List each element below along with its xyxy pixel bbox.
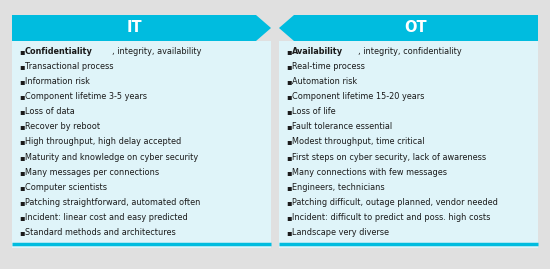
Text: Transactional process: Transactional process <box>25 62 113 71</box>
Text: ▪: ▪ <box>19 183 25 192</box>
Text: Incident: difficult to predict and poss. high costs: Incident: difficult to predict and poss.… <box>292 213 491 222</box>
Text: ▪: ▪ <box>286 137 292 147</box>
Text: ▪: ▪ <box>19 122 25 132</box>
Text: ▪: ▪ <box>19 92 25 101</box>
Text: Component lifetime 3-5 years: Component lifetime 3-5 years <box>25 92 147 101</box>
Text: ▪: ▪ <box>19 213 25 222</box>
Text: Patching difficult, outage planned, vendor needed: Patching difficult, outage planned, vend… <box>292 198 498 207</box>
Text: ▪: ▪ <box>19 153 25 162</box>
Text: Modest throughput, time critical: Modest throughput, time critical <box>292 137 425 147</box>
Polygon shape <box>12 15 271 41</box>
Text: Incident: linear cost and easy predicted: Incident: linear cost and easy predicted <box>25 213 188 222</box>
Text: ▪: ▪ <box>286 198 292 207</box>
Text: Computer scientists: Computer scientists <box>25 183 107 192</box>
Text: Loss of life: Loss of life <box>292 107 336 116</box>
Text: ▪: ▪ <box>286 153 292 162</box>
Text: High throughput, high delay accepted: High throughput, high delay accepted <box>25 137 182 147</box>
Text: Information risk: Information risk <box>25 77 90 86</box>
Text: Maturity and knowledge on cyber security: Maturity and knowledge on cyber security <box>25 153 198 162</box>
Text: Component lifetime 15-20 years: Component lifetime 15-20 years <box>292 92 425 101</box>
Text: Fault tolerance essential: Fault tolerance essential <box>292 122 392 132</box>
Text: Engineers, technicians: Engineers, technicians <box>292 183 384 192</box>
Text: Standard methods and architectures: Standard methods and architectures <box>25 228 176 237</box>
Text: ▪: ▪ <box>286 228 292 237</box>
Text: ▪: ▪ <box>19 168 25 177</box>
Text: OT: OT <box>405 20 427 36</box>
Text: ▪: ▪ <box>19 107 25 116</box>
Text: ▪: ▪ <box>286 122 292 132</box>
Text: ▪: ▪ <box>19 228 25 237</box>
Text: ▪: ▪ <box>286 47 292 56</box>
Text: First steps on cyber security, lack of awareness: First steps on cyber security, lack of a… <box>292 153 486 162</box>
Text: Confidentiality: Confidentiality <box>25 47 93 56</box>
Text: ▪: ▪ <box>286 213 292 222</box>
Text: , integrity, availability: , integrity, availability <box>112 47 202 56</box>
Text: ▪: ▪ <box>19 137 25 147</box>
Text: Availability: Availability <box>292 47 343 56</box>
Bar <box>279 41 538 248</box>
Polygon shape <box>279 15 538 41</box>
Text: Many messages per connections: Many messages per connections <box>25 168 159 177</box>
Text: ▪: ▪ <box>19 77 25 86</box>
Text: , integrity, confidentiality: , integrity, confidentiality <box>358 47 461 56</box>
Text: Loss of data: Loss of data <box>25 107 75 116</box>
Text: Patching straightforward, automated often: Patching straightforward, automated ofte… <box>25 198 200 207</box>
Text: Real-time process: Real-time process <box>292 62 365 71</box>
Text: ▪: ▪ <box>19 62 25 71</box>
Text: ▪: ▪ <box>286 183 292 192</box>
Bar <box>12 41 271 248</box>
Text: ▪: ▪ <box>286 77 292 86</box>
Text: ▪: ▪ <box>19 47 25 56</box>
Text: Recover by reboot: Recover by reboot <box>25 122 100 132</box>
Text: Many connections with few messages: Many connections with few messages <box>292 168 447 177</box>
Text: Landscape very diverse: Landscape very diverse <box>292 228 389 237</box>
Text: Automation risk: Automation risk <box>292 77 357 86</box>
Text: ▪: ▪ <box>286 92 292 101</box>
Text: IT: IT <box>126 20 142 36</box>
Text: ▪: ▪ <box>19 198 25 207</box>
Text: ▪: ▪ <box>286 62 292 71</box>
Text: ▪: ▪ <box>286 107 292 116</box>
Text: ▪: ▪ <box>286 168 292 177</box>
